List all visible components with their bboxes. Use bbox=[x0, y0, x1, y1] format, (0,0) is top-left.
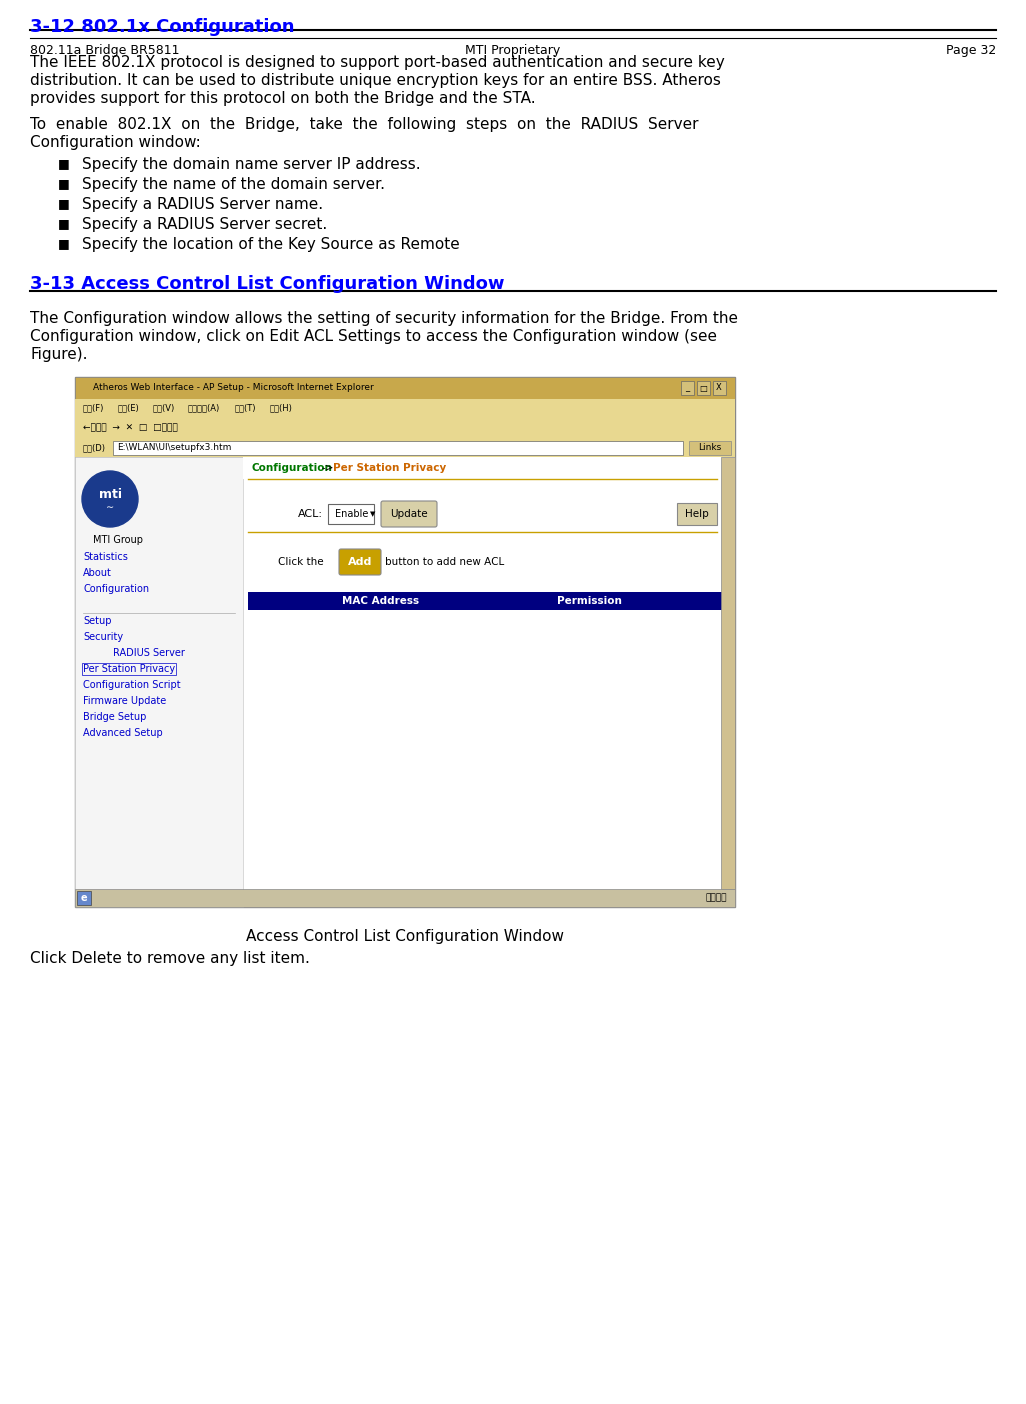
Text: Links: Links bbox=[699, 444, 721, 452]
Text: Statistics: Statistics bbox=[83, 552, 128, 562]
Text: Configuration: Configuration bbox=[251, 463, 331, 473]
Text: 我的電腦: 我的電腦 bbox=[706, 893, 727, 903]
Text: Specify a RADIUS Server secret.: Specify a RADIUS Server secret. bbox=[82, 218, 327, 232]
Bar bbox=[75, 889, 735, 907]
Bar bbox=[689, 441, 731, 455]
Text: Configuration window:: Configuration window: bbox=[30, 135, 201, 150]
Text: Configuration Script: Configuration Script bbox=[83, 680, 181, 689]
Text: button to add new ACL: button to add new ACL bbox=[385, 557, 504, 567]
Text: 檢視(V): 檢視(V) bbox=[153, 403, 175, 413]
Text: provides support for this protocol on both the Bridge and the STA.: provides support for this protocol on bo… bbox=[30, 91, 536, 105]
Text: ■: ■ bbox=[58, 177, 70, 190]
Text: Help: Help bbox=[685, 510, 709, 519]
Text: 工具(T): 工具(T) bbox=[235, 403, 256, 413]
Bar bbox=[75, 378, 735, 399]
Text: ■: ■ bbox=[58, 197, 70, 211]
Text: _: _ bbox=[685, 383, 689, 393]
Text: ■: ■ bbox=[58, 157, 70, 170]
Text: MTI Group: MTI Group bbox=[93, 535, 143, 545]
Text: Figure).: Figure). bbox=[30, 347, 87, 362]
Text: 我的最愛(A): 我的最愛(A) bbox=[188, 403, 221, 413]
Text: ->: -> bbox=[321, 463, 333, 473]
Text: Specify a RADIUS Server name.: Specify a RADIUS Server name. bbox=[82, 197, 323, 212]
Text: ▼: ▼ bbox=[370, 511, 376, 517]
Text: Setup: Setup bbox=[83, 616, 112, 626]
Text: The IEEE 802.1X protocol is designed to support port-based authentication and se: The IEEE 802.1X protocol is designed to … bbox=[30, 55, 724, 70]
Bar bbox=[697, 380, 710, 395]
Text: Bridge Setup: Bridge Setup bbox=[83, 712, 147, 722]
Text: Per Station Privacy: Per Station Privacy bbox=[333, 463, 446, 473]
Text: Atheros Web Interface - AP Setup - Microsoft Internet Explorer: Atheros Web Interface - AP Setup - Micro… bbox=[93, 383, 373, 393]
Bar bbox=[75, 456, 735, 907]
Bar bbox=[713, 380, 726, 395]
Text: Access Control List Configuration Window: Access Control List Configuration Window bbox=[246, 929, 564, 943]
Text: Specify the location of the Key Source as Remote: Specify the location of the Key Source a… bbox=[82, 237, 460, 251]
Text: Enable: Enable bbox=[336, 510, 368, 519]
Text: distribution. It can be used to distribute unique encryption keys for an entire : distribution. It can be used to distribu… bbox=[30, 73, 721, 88]
FancyBboxPatch shape bbox=[381, 501, 437, 526]
Bar bbox=[75, 378, 735, 907]
Text: Permission: Permission bbox=[557, 597, 622, 607]
Text: Click Delete to remove any list item.: Click Delete to remove any list item. bbox=[30, 951, 310, 966]
Bar bbox=[75, 399, 735, 417]
Bar bbox=[75, 417, 735, 439]
Text: ■: ■ bbox=[58, 218, 70, 230]
Text: 編輯(E): 編輯(E) bbox=[118, 403, 140, 413]
Text: Configuration window, click on Edit ACL Settings to access the Configuration win: Configuration window, click on Edit ACL … bbox=[30, 329, 717, 344]
Text: ∼: ∼ bbox=[106, 503, 114, 512]
Bar bbox=[243, 456, 735, 479]
Text: 說明(H): 說明(H) bbox=[270, 403, 292, 413]
Text: 檔案(F): 檔案(F) bbox=[83, 403, 105, 413]
Text: X: X bbox=[716, 383, 722, 393]
Text: Advanced Setup: Advanced Setup bbox=[83, 729, 163, 739]
Text: mti: mti bbox=[98, 489, 121, 501]
Text: 802.11a Bridge BR5811: 802.11a Bridge BR5811 bbox=[30, 44, 180, 58]
Text: E:\WLAN\UI\setupfx3.htm: E:\WLAN\UI\setupfx3.htm bbox=[117, 444, 232, 452]
Text: 3-13 Access Control List Configuration Window: 3-13 Access Control List Configuration W… bbox=[30, 275, 505, 293]
Circle shape bbox=[82, 470, 139, 526]
Text: Update: Update bbox=[390, 510, 428, 519]
Text: The Configuration window allows the setting of security information for the Brid: The Configuration window allows the sett… bbox=[30, 312, 738, 326]
Text: ■: ■ bbox=[58, 237, 70, 250]
Text: Configuration: Configuration bbox=[83, 584, 149, 594]
Text: Specify the domain name server IP address.: Specify the domain name server IP addres… bbox=[82, 157, 421, 173]
Text: ←上一頁  →  ✕  □  □資料夾: ←上一頁 → ✕ □ □資料夾 bbox=[83, 424, 177, 432]
Text: Click the: Click the bbox=[278, 557, 323, 567]
Bar bbox=[75, 456, 243, 907]
Text: e: e bbox=[81, 893, 87, 903]
Bar bbox=[681, 380, 694, 395]
Text: Specify the name of the domain server.: Specify the name of the domain server. bbox=[82, 177, 385, 192]
Text: ACL:: ACL: bbox=[298, 510, 323, 519]
Text: Per Station Privacy: Per Station Privacy bbox=[83, 664, 175, 674]
Text: Security: Security bbox=[83, 632, 123, 642]
Text: 3-12 802.1x Configuration: 3-12 802.1x Configuration bbox=[30, 18, 294, 37]
Text: About: About bbox=[83, 569, 112, 578]
Bar bbox=[248, 592, 722, 609]
Text: 網址(D): 網址(D) bbox=[83, 444, 106, 452]
Bar bbox=[677, 503, 717, 525]
Bar bbox=[328, 504, 374, 524]
Bar bbox=[721, 456, 735, 889]
Bar bbox=[113, 441, 683, 455]
Text: Page 32: Page 32 bbox=[946, 44, 996, 58]
FancyBboxPatch shape bbox=[339, 549, 381, 576]
Text: MAC Address: MAC Address bbox=[342, 597, 420, 607]
Text: Firmware Update: Firmware Update bbox=[83, 696, 166, 706]
Text: □: □ bbox=[699, 383, 707, 393]
Text: MTI Proprietary: MTI Proprietary bbox=[466, 44, 560, 58]
Text: To  enable  802.1X  on  the  Bridge,  take  the  following  steps  on  the  RADI: To enable 802.1X on the Bridge, take the… bbox=[30, 117, 699, 132]
Text: Add: Add bbox=[348, 557, 372, 567]
Bar bbox=[75, 439, 735, 456]
Bar bbox=[77, 892, 91, 906]
Text: RADIUS Server: RADIUS Server bbox=[113, 649, 185, 658]
